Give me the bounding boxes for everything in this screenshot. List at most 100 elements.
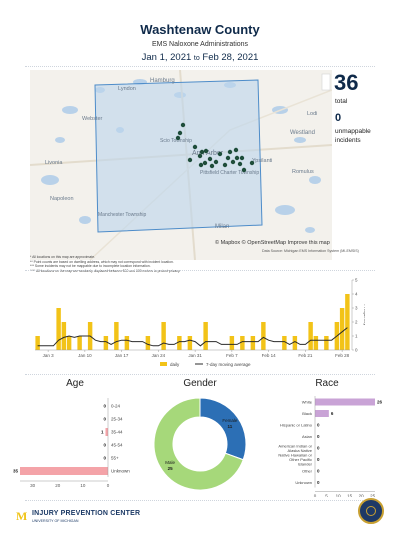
incident-point xyxy=(192,144,198,150)
divider xyxy=(25,500,375,501)
map-credit[interactable]: © Mapbox © OpenStreetMap Improve this ma… xyxy=(215,240,330,246)
x-tick-label: Jan 24 xyxy=(152,353,166,358)
daily-bar xyxy=(261,322,266,350)
county-boundary xyxy=(94,79,263,233)
incident-point xyxy=(175,135,181,141)
zoom-control xyxy=(321,73,331,91)
incident-point xyxy=(237,161,243,167)
age-bar-value: 0 xyxy=(103,443,106,448)
race-category-label: Black xyxy=(302,411,312,416)
gender-slice-value: 11 xyxy=(228,424,233,429)
age-category-label: 45-54 xyxy=(111,443,123,448)
gender-slice-label: Male xyxy=(165,460,175,465)
date-end: Feb 28, 2021 xyxy=(202,52,259,63)
y-tick-label: 0 xyxy=(355,348,358,353)
unmappable-label-2: incidents xyxy=(335,137,361,144)
age-category-label: Unknown xyxy=(111,469,130,474)
incident-point xyxy=(233,147,239,153)
daily-bar xyxy=(103,336,109,350)
age-bar-value: 0 xyxy=(103,404,106,409)
place-label: Hamburg xyxy=(150,78,175,84)
x-tick-label: Feb 21 xyxy=(298,353,313,358)
race-bar-value: 6 xyxy=(331,411,334,416)
place-label: Napoleon xyxy=(50,196,74,202)
lake xyxy=(79,216,91,224)
y-tick-label: 3 xyxy=(355,306,358,311)
place-label: Pittsfield Charter Township xyxy=(200,170,259,176)
race-category-label: White xyxy=(302,400,313,405)
age-x-tick-label: 20 xyxy=(55,483,61,488)
incident-point xyxy=(234,155,240,161)
place-label: Manchester Township xyxy=(98,212,146,218)
race-category-label: Unknown xyxy=(295,480,312,485)
date-start: Jan 1, 2021 xyxy=(141,52,192,63)
daily-bar xyxy=(56,308,61,350)
race-bar-value: 0 xyxy=(317,434,320,439)
daily-bar xyxy=(145,336,151,350)
age-bar xyxy=(105,428,108,436)
page-title: Washtenaw County xyxy=(140,22,260,37)
place-label: Livonia xyxy=(45,160,63,166)
race-x-tick-label: 10 xyxy=(336,494,342,498)
daily-bar xyxy=(339,308,345,350)
place-label: Westland xyxy=(290,130,315,136)
age-category-label: 0-24 xyxy=(111,404,121,409)
daily-bar xyxy=(66,336,72,350)
place-label: Lyndon xyxy=(118,86,136,92)
incident-point xyxy=(222,162,228,168)
total-count: 36 xyxy=(334,70,359,95)
incident-point xyxy=(241,167,247,173)
incident-point xyxy=(230,159,236,165)
race-bar-value: 0 xyxy=(317,480,320,485)
moving-average-line xyxy=(37,327,348,347)
daily-bar xyxy=(187,336,193,350)
incident-map[interactable]: Hamburg Lyndon Webster Lodi Westland Scio Tow… xyxy=(30,70,332,260)
daily-bar xyxy=(161,322,166,350)
race-x-tick-label: 20 xyxy=(359,494,365,498)
date-to: to xyxy=(193,55,200,62)
race-category-label: Native Hawaiian or xyxy=(278,453,312,458)
race-chart-title: Race xyxy=(315,378,339,389)
age-x-tick-label: 30 xyxy=(30,483,36,488)
map-note: * All locations on this map are approxim… xyxy=(30,255,96,259)
incident-point xyxy=(203,148,209,154)
incident-point xyxy=(199,149,205,155)
age-bar xyxy=(20,467,108,475)
incident-point xyxy=(202,160,208,166)
map-canvas[interactable]: Hamburg Lyndon Webster Lodi Westland Scio Tow… xyxy=(30,70,332,260)
daily-bar xyxy=(324,336,329,350)
daily-bar xyxy=(124,336,130,350)
age-category-label: 25-34 xyxy=(111,417,123,422)
lake xyxy=(55,137,65,143)
x-tick-label: Feb 14 xyxy=(262,353,277,358)
daily-bar xyxy=(313,336,319,350)
gender-slice xyxy=(199,397,247,461)
race-x-tick-label: 25 xyxy=(370,494,376,498)
org-subtitle: UNIVERSITY OF MICHIGAN xyxy=(32,519,79,523)
daily-bar xyxy=(292,336,298,350)
age-category-label: 35-44 xyxy=(111,430,123,435)
incident-point xyxy=(209,163,215,169)
divider xyxy=(25,66,375,67)
incident-point xyxy=(198,162,204,168)
lake xyxy=(309,176,321,184)
race-category-label: Asian xyxy=(302,434,312,439)
race-category-label: Hispanic or Latino xyxy=(280,423,313,428)
legend-label-daily: daily xyxy=(170,362,180,367)
race-x-tick-label: 0 xyxy=(314,494,317,498)
x-tick-label: Jan 10 xyxy=(78,353,92,358)
incident-point xyxy=(225,155,231,161)
daily-bar xyxy=(35,336,40,350)
place-label: Milan xyxy=(215,224,229,230)
gender-slice xyxy=(153,397,244,491)
race-bar-value: 0 xyxy=(317,457,320,462)
y-tick-label: 1 xyxy=(355,334,358,339)
daily-bar xyxy=(250,336,256,350)
gender-slice-value: 25 xyxy=(168,466,174,471)
incident-point xyxy=(177,130,183,136)
x-tick-label: Jan 3 xyxy=(43,353,55,358)
age-x-tick-label: 0 xyxy=(107,483,110,488)
y-tick-label: 5 xyxy=(355,278,358,283)
place-label: Webster xyxy=(82,116,103,122)
